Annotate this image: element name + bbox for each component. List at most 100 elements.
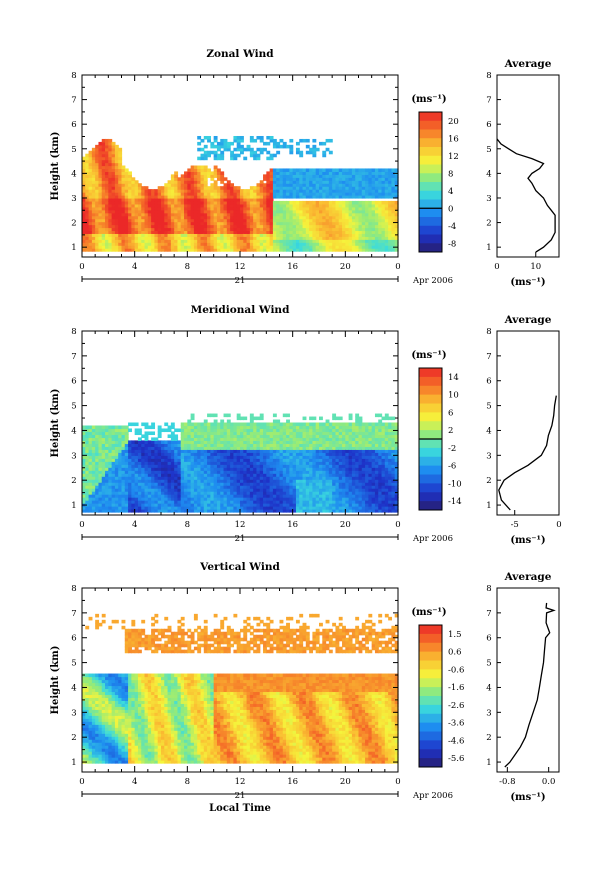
heatmap-cell	[322, 245, 327, 249]
heatmap-cell	[108, 500, 113, 504]
heatmap-cell	[276, 236, 281, 240]
heatmap-cell	[315, 183, 320, 187]
heatmap-cell	[207, 236, 211, 240]
heatmap-cell	[95, 464, 100, 468]
heatmap-cell	[358, 245, 363, 249]
heatmap-cell	[82, 488, 86, 492]
heatmap-cell	[236, 245, 241, 249]
heatmap-cell	[203, 212, 208, 217]
y-axis-label: Height (km)	[50, 132, 61, 201]
heatmap-cell	[128, 479, 132, 483]
heatmap-cell	[286, 183, 290, 187]
heatmap-cell	[151, 239, 156, 243]
heatmap-cell	[118, 186, 123, 190]
heatmap-cell	[131, 509, 136, 513]
heatmap-cell	[95, 485, 100, 489]
heatmap-cell	[114, 437, 119, 441]
heatmap-cell	[124, 195, 129, 199]
heatmap-cell	[105, 245, 109, 249]
heatmap-cell	[161, 197, 165, 202]
heatmap-cell	[124, 248, 129, 252]
heatmap-cell	[91, 467, 96, 471]
heatmap-cell	[210, 197, 215, 202]
heatmap-cell	[292, 186, 297, 190]
heatmap-cell	[263, 174, 267, 178]
y-tick-label: 6	[71, 120, 76, 130]
heatmap-cell	[259, 233, 264, 237]
heatmap-cell	[200, 153, 205, 158]
heatmap-cell	[154, 230, 159, 234]
heatmap-cell	[197, 236, 202, 240]
heatmap-cell	[266, 242, 271, 246]
heatmap-cell	[82, 186, 86, 190]
heatmap-cell	[121, 203, 126, 208]
heatmap-cell	[358, 203, 363, 208]
heatmap-cell	[371, 195, 376, 199]
heatmap-cell	[85, 239, 90, 243]
heatmap-cell	[170, 236, 175, 240]
heatmap-cell	[253, 192, 258, 196]
heatmap-cell	[98, 242, 103, 246]
heatmap-cell	[345, 174, 350, 178]
heatmap-cell	[101, 497, 106, 501]
heatmap-cell	[98, 195, 103, 199]
heatmap-cell	[213, 227, 218, 232]
heatmap-cell	[88, 437, 93, 441]
heatmap-cell	[134, 215, 139, 220]
heatmap-cell	[361, 218, 366, 223]
heatmap-cell	[315, 195, 320, 199]
heatmap-cell	[223, 233, 228, 237]
heatmap-cell	[249, 138, 254, 143]
heatmap-cell	[114, 455, 119, 459]
heatmap-cell	[210, 189, 215, 193]
heatmap-cell	[230, 195, 235, 199]
heatmap-cell	[137, 509, 142, 513]
heatmap-cell	[338, 174, 343, 178]
heatmap-cell	[197, 209, 202, 214]
heatmap-cell	[184, 224, 188, 229]
heatmap-cell	[98, 473, 103, 477]
heatmap-cell	[82, 467, 86, 471]
heatmap-cell	[266, 141, 271, 146]
heatmap-cell	[230, 192, 235, 196]
heatmap-cell	[131, 458, 136, 462]
heatmap-cell	[319, 141, 323, 146]
heatmap-cell	[121, 500, 126, 504]
heatmap-cell	[114, 482, 119, 486]
heatmap-cell	[85, 221, 90, 226]
heatmap-cell	[98, 212, 103, 217]
heatmap-cell	[216, 156, 221, 161]
heatmap-cell	[114, 452, 119, 456]
heatmap-cell	[98, 245, 103, 249]
heatmap-cell	[114, 473, 119, 477]
heatmap-cell	[187, 212, 192, 217]
heatmap-cell	[302, 183, 307, 187]
heatmap-cell	[335, 183, 340, 187]
heatmap-cell	[174, 245, 179, 249]
heatmap-cell	[213, 230, 218, 234]
heatmap-cell	[108, 183, 113, 187]
heatmap-cell	[210, 203, 215, 208]
heatmap-cell	[177, 195, 182, 199]
heatmap-cell	[111, 449, 116, 453]
heatmap-cell	[193, 230, 198, 234]
heatmap-cell	[282, 245, 287, 249]
heatmap-cell	[177, 215, 182, 220]
heatmap-cell	[236, 200, 241, 205]
heatmap-cell	[213, 197, 218, 202]
heatmap-cell	[236, 230, 241, 234]
colorbar-tick-label: 8	[448, 169, 453, 179]
heatmap-cell	[374, 245, 379, 249]
colorbar-band	[419, 112, 442, 122]
heatmap-cell	[105, 227, 109, 232]
heatmap-cell	[305, 177, 310, 181]
heatmap-cell	[315, 206, 320, 211]
heatmap-cell	[358, 183, 363, 187]
heatmap-cell	[388, 183, 393, 187]
heatmap-cell	[226, 230, 231, 234]
heatmap-cell	[315, 171, 320, 175]
heatmap-cell	[164, 209, 169, 214]
heatmap-cell	[161, 224, 165, 229]
heatmap-cell	[118, 470, 123, 474]
heatmap-cell	[272, 218, 277, 223]
